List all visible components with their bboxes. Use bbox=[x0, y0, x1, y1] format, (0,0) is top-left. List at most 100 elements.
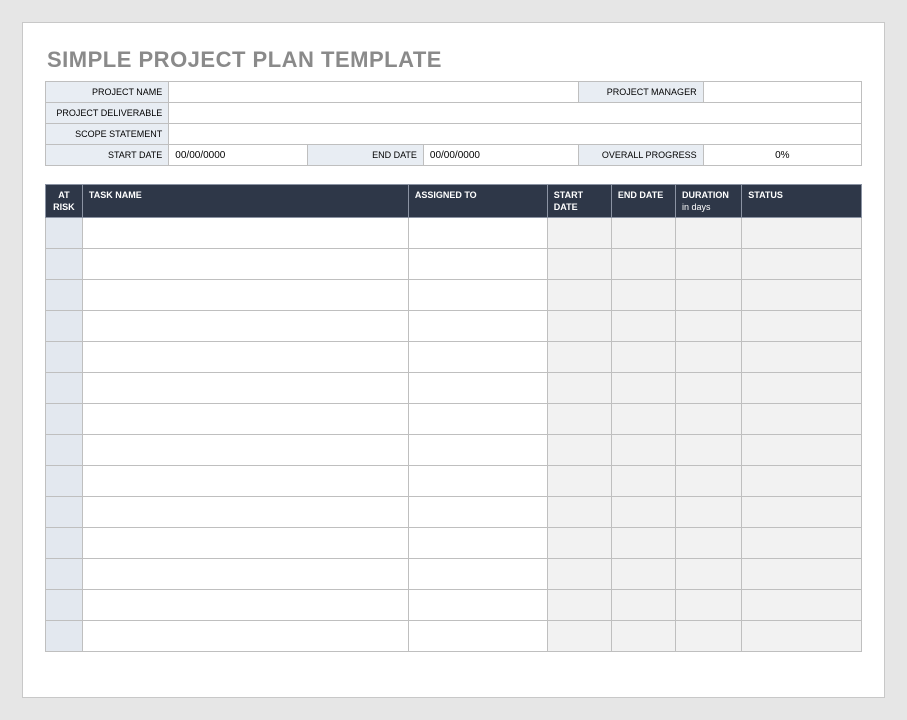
cell-task-name[interactable] bbox=[82, 466, 408, 497]
cell-end-date[interactable] bbox=[611, 280, 675, 311]
cell-start-date[interactable] bbox=[547, 311, 611, 342]
cell-at-risk[interactable] bbox=[46, 311, 83, 342]
cell-duration[interactable] bbox=[676, 280, 742, 311]
cell-task-name[interactable] bbox=[82, 497, 408, 528]
cell-start-date[interactable] bbox=[547, 342, 611, 373]
cell-task-name[interactable] bbox=[82, 280, 408, 311]
cell-end-date[interactable] bbox=[611, 218, 675, 249]
cell-end-date[interactable] bbox=[611, 249, 675, 280]
cell-task-name[interactable] bbox=[82, 559, 408, 590]
cell-duration[interactable] bbox=[676, 218, 742, 249]
cell-end-date[interactable] bbox=[611, 342, 675, 373]
cell-at-risk[interactable] bbox=[46, 621, 83, 652]
cell-end-date[interactable] bbox=[611, 590, 675, 621]
cell-assigned-to[interactable] bbox=[408, 590, 547, 621]
cell-end-date[interactable] bbox=[611, 497, 675, 528]
cell-status[interactable] bbox=[742, 621, 862, 652]
cell-end-date[interactable] bbox=[611, 373, 675, 404]
cell-assigned-to[interactable] bbox=[408, 559, 547, 590]
cell-start-date[interactable] bbox=[547, 404, 611, 435]
cell-start-date[interactable] bbox=[547, 373, 611, 404]
cell-status[interactable] bbox=[742, 559, 862, 590]
cell-start-date[interactable] bbox=[547, 466, 611, 497]
cell-assigned-to[interactable] bbox=[408, 528, 547, 559]
cell-task-name[interactable] bbox=[82, 373, 408, 404]
cell-duration[interactable] bbox=[676, 404, 742, 435]
cell-status[interactable] bbox=[742, 280, 862, 311]
cell-start-date[interactable] bbox=[547, 559, 611, 590]
cell-status[interactable] bbox=[742, 497, 862, 528]
value-end-date[interactable]: 00/00/0000 bbox=[423, 145, 578, 166]
cell-status[interactable] bbox=[742, 311, 862, 342]
cell-assigned-to[interactable] bbox=[408, 404, 547, 435]
cell-assigned-to[interactable] bbox=[408, 218, 547, 249]
cell-at-risk[interactable] bbox=[46, 435, 83, 466]
cell-at-risk[interactable] bbox=[46, 373, 83, 404]
cell-start-date[interactable] bbox=[547, 280, 611, 311]
cell-at-risk[interactable] bbox=[46, 280, 83, 311]
cell-start-date[interactable] bbox=[547, 621, 611, 652]
cell-task-name[interactable] bbox=[82, 342, 408, 373]
cell-at-risk[interactable] bbox=[46, 218, 83, 249]
cell-start-date[interactable] bbox=[547, 435, 611, 466]
cell-task-name[interactable] bbox=[82, 528, 408, 559]
cell-start-date[interactable] bbox=[547, 528, 611, 559]
cell-task-name[interactable] bbox=[82, 590, 408, 621]
cell-at-risk[interactable] bbox=[46, 249, 83, 280]
cell-start-date[interactable] bbox=[547, 249, 611, 280]
cell-at-risk[interactable] bbox=[46, 590, 83, 621]
cell-duration[interactable] bbox=[676, 559, 742, 590]
cell-status[interactable] bbox=[742, 249, 862, 280]
cell-assigned-to[interactable] bbox=[408, 249, 547, 280]
cell-start-date[interactable] bbox=[547, 590, 611, 621]
cell-at-risk[interactable] bbox=[46, 466, 83, 497]
cell-assigned-to[interactable] bbox=[408, 435, 547, 466]
cell-task-name[interactable] bbox=[82, 218, 408, 249]
cell-assigned-to[interactable] bbox=[408, 311, 547, 342]
cell-assigned-to[interactable] bbox=[408, 466, 547, 497]
cell-status[interactable] bbox=[742, 373, 862, 404]
cell-task-name[interactable] bbox=[82, 404, 408, 435]
cell-end-date[interactable] bbox=[611, 466, 675, 497]
cell-at-risk[interactable] bbox=[46, 559, 83, 590]
value-start-date[interactable]: 00/00/0000 bbox=[169, 145, 307, 166]
cell-duration[interactable] bbox=[676, 528, 742, 559]
cell-duration[interactable] bbox=[676, 435, 742, 466]
cell-start-date[interactable] bbox=[547, 497, 611, 528]
cell-end-date[interactable] bbox=[611, 621, 675, 652]
cell-status[interactable] bbox=[742, 435, 862, 466]
cell-status[interactable] bbox=[742, 404, 862, 435]
cell-duration[interactable] bbox=[676, 590, 742, 621]
cell-at-risk[interactable] bbox=[46, 404, 83, 435]
cell-status[interactable] bbox=[742, 342, 862, 373]
cell-duration[interactable] bbox=[676, 342, 742, 373]
cell-duration[interactable] bbox=[676, 311, 742, 342]
cell-status[interactable] bbox=[742, 528, 862, 559]
value-project-deliverable[interactable] bbox=[169, 103, 862, 124]
cell-end-date[interactable] bbox=[611, 404, 675, 435]
cell-end-date[interactable] bbox=[611, 528, 675, 559]
cell-at-risk[interactable] bbox=[46, 528, 83, 559]
cell-assigned-to[interactable] bbox=[408, 280, 547, 311]
cell-assigned-to[interactable] bbox=[408, 342, 547, 373]
cell-duration[interactable] bbox=[676, 373, 742, 404]
cell-end-date[interactable] bbox=[611, 311, 675, 342]
cell-end-date[interactable] bbox=[611, 559, 675, 590]
cell-assigned-to[interactable] bbox=[408, 373, 547, 404]
cell-status[interactable] bbox=[742, 590, 862, 621]
cell-start-date[interactable] bbox=[547, 218, 611, 249]
cell-duration[interactable] bbox=[676, 249, 742, 280]
cell-assigned-to[interactable] bbox=[408, 621, 547, 652]
value-project-manager[interactable] bbox=[703, 82, 861, 103]
cell-status[interactable] bbox=[742, 466, 862, 497]
cell-duration[interactable] bbox=[676, 621, 742, 652]
cell-at-risk[interactable] bbox=[46, 342, 83, 373]
cell-status[interactable] bbox=[742, 218, 862, 249]
cell-task-name[interactable] bbox=[82, 249, 408, 280]
cell-task-name[interactable] bbox=[82, 311, 408, 342]
cell-task-name[interactable] bbox=[82, 435, 408, 466]
cell-at-risk[interactable] bbox=[46, 497, 83, 528]
cell-duration[interactable] bbox=[676, 497, 742, 528]
value-scope-statement[interactable] bbox=[169, 124, 862, 145]
cell-assigned-to[interactable] bbox=[408, 497, 547, 528]
